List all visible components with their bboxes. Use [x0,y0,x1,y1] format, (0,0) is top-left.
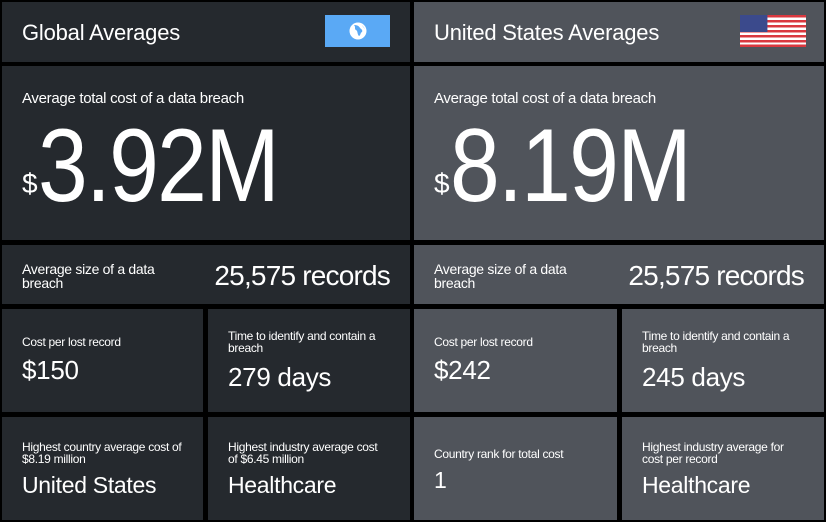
global-highest-country-value: United States [22,472,157,498]
us-title: United States Averages [434,20,660,45]
global-time-tile: Time to identify and contain a breach 27… [208,309,410,412]
global-cost-per-record-label: Cost per lost record [22,335,121,349]
global-total-cost-value: 3.92M [37,108,280,224]
us-highest-industry-tile: Highest industry average for cost per re… [622,417,824,520]
us-time-tile: Time to identify and contain a breach 24… [622,309,824,412]
us-time-label: Time to identify and contain a breach [642,329,790,355]
us-highest-industry-label: Highest industry average for cost per re… [642,440,784,466]
us-total-cost-value: 8.19M [449,108,692,224]
us-cost-per-record-label: Cost per lost record [434,335,533,349]
us-flag-icon [740,15,806,47]
global-highest-country-tile: Highest country average cost of $8.19 mi… [2,417,203,520]
global-cost-per-record-value: $150 [22,355,79,385]
us-size-label: Average size of a data breach [434,261,567,291]
global-currency-symbol: $ [22,168,38,199]
us-time-value: 245 days [642,362,746,392]
us-cost-per-record-tile: Cost per lost record $242 [414,309,617,412]
global-total-cost-label: Average total cost of a data breach [22,90,244,107]
global-highest-industry-tile: Highest industry average cost of $6.45 m… [208,417,410,520]
globe-icon [349,22,366,40]
us-currency-symbol: $ [434,168,450,199]
global-time-label: Time to identify and contain a breach [228,329,376,355]
us-highest-industry-value: Healthcare [642,472,751,498]
us-cost-per-record-value: $242 [434,355,491,385]
us-rank-value: 1 [434,467,447,493]
us-total-cost-tile: Average total cost of a data breach $ 8.… [414,66,824,240]
global-highest-country-label: Highest country average cost of $8.19 mi… [22,440,182,466]
global-cost-per-record-tile: Cost per lost record $150 [2,309,203,412]
global-highest-industry-label: Highest industry average cost of $6.45 m… [228,440,378,466]
us-rank-label: Country rank for total cost [434,447,564,461]
us-rank-tile: Country rank for total cost 1 [414,417,617,520]
us-total-cost-label: Average total cost of a data breach [434,90,656,107]
global-header: Global Averages [2,2,410,62]
global-time-value: 279 days [228,362,332,392]
us-size-value: 25,575 records [628,260,804,291]
global-size-value: 25,575 records [214,260,390,291]
globe-button[interactable] [325,15,390,47]
global-size-label: Average size of a data breach [22,261,155,291]
global-highest-industry-value: Healthcare [228,472,337,498]
us-size-tile: Average size of a data breach 25,575 rec… [414,245,824,304]
global-total-cost-tile: Average total cost of a data breach $ 3.… [2,66,410,240]
global-size-tile: Average size of a data breach 25,575 rec… [2,245,410,304]
us-header: United States Averages [414,2,824,62]
global-title: Global Averages [22,20,181,45]
